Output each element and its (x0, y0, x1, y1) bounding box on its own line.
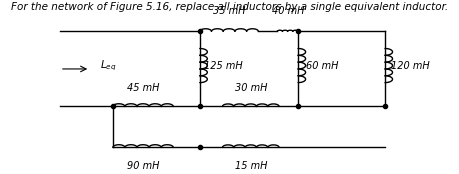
Text: 35 mH: 35 mH (213, 6, 245, 16)
Text: 40 mH: 40 mH (271, 6, 303, 16)
Text: 120 mH: 120 mH (390, 61, 428, 70)
Text: 125 mH: 125 mH (203, 61, 242, 70)
Text: 15 mH: 15 mH (234, 161, 267, 171)
Text: For the network of Figure 5.16, replace all inductors by a single equivalent ind: For the network of Figure 5.16, replace … (11, 2, 448, 12)
Text: 30 mH: 30 mH (234, 83, 267, 93)
Text: 45 mH: 45 mH (127, 83, 159, 93)
Text: 60 mH: 60 mH (305, 61, 337, 70)
Text: 90 mH: 90 mH (127, 161, 159, 171)
Text: $L_{eq}$: $L_{eq}$ (100, 58, 116, 73)
